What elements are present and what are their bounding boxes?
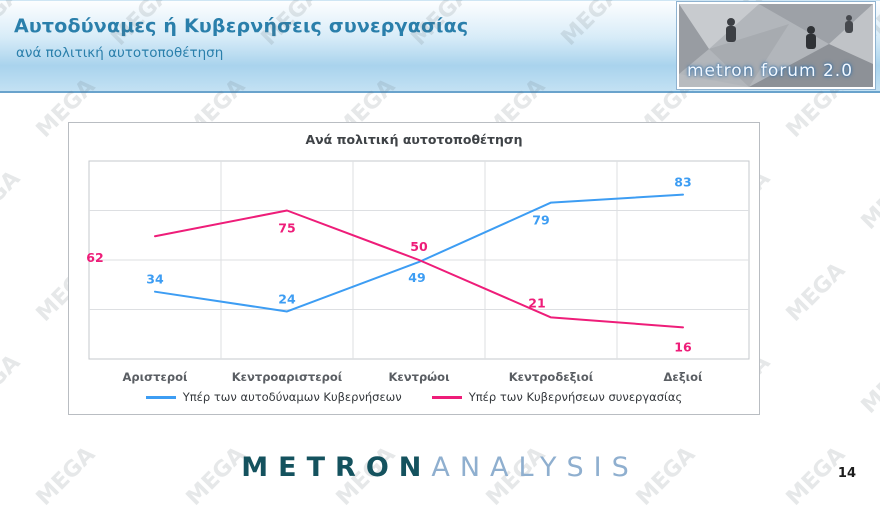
logo-photo-mosaic bbox=[679, 4, 873, 87]
watermark-text: MEGA bbox=[856, 350, 880, 419]
watermark-text: MEGA bbox=[0, 166, 26, 235]
data-label: 24 bbox=[278, 291, 296, 306]
legend-item: Υπέρ των αυτοδύναμων Κυβερνήσεων bbox=[145, 390, 402, 404]
page-title: Αυτοδύναμες ή Κυβερνήσεις συνεργασίας bbox=[14, 15, 469, 37]
metron-forum-logo: metron forum 2.0 bbox=[677, 2, 875, 89]
series-line-1 bbox=[154, 209, 684, 329]
x-axis-label: Δεξιοί bbox=[664, 370, 703, 384]
page-subtitle: ανά πολιτική αυτοτοποθέτηση bbox=[16, 45, 224, 61]
x-axis-label: Αριστεροί bbox=[123, 370, 188, 384]
data-label: 16 bbox=[674, 339, 692, 354]
x-axis-label: Κεντροδεξιοί bbox=[509, 370, 594, 384]
legend-item: Υπέρ των Κυβερνήσεων συνεργασίας bbox=[431, 390, 683, 404]
series-line-0 bbox=[154, 193, 684, 313]
chart-card: Ανά πολιτική αυτοτοποθέτηση 34 24 49 79 83 62… bbox=[68, 122, 760, 415]
watermark-text: MEGA bbox=[856, 166, 880, 235]
chart-legend: Υπέρ των αυτοδύναμων Κυβερνήσεων Υπέρ των… bbox=[69, 390, 759, 404]
logo-text: metron forum 2.0 bbox=[687, 61, 854, 81]
data-label: 79 bbox=[532, 213, 549, 228]
legend-label: Υπέρ των αυτοδύναμων Κυβερνήσεων bbox=[182, 390, 402, 404]
data-label: 21 bbox=[528, 295, 545, 310]
legend-swatch bbox=[431, 395, 462, 399]
brand-primary: METRON bbox=[241, 452, 432, 483]
chart-title: Ανά πολιτική αυτοτοποθέτηση bbox=[305, 132, 523, 147]
data-label: 83 bbox=[674, 175, 691, 190]
data-label: 34 bbox=[146, 272, 164, 287]
watermark-text: MEGA bbox=[781, 258, 851, 327]
page-number: 14 bbox=[837, 466, 856, 481]
brand-secondary: ANALYSIS bbox=[431, 452, 639, 483]
data-label: 49 bbox=[408, 270, 425, 285]
legend-label: Υπέρ των Κυβερνήσεων συνεργασίας bbox=[468, 390, 683, 404]
data-label: 50 bbox=[410, 239, 428, 254]
x-axis-label: Κεντρώοι bbox=[388, 370, 449, 384]
metron-analysis-wordmark: METRONANALYSIS bbox=[0, 452, 880, 483]
watermark-text: MEGA bbox=[0, 350, 26, 419]
data-label: 62 bbox=[86, 250, 103, 265]
data-label: 75 bbox=[278, 221, 295, 236]
legend-swatch bbox=[145, 395, 176, 399]
line-chart: 34 24 49 79 83 62 75 50 21 16 Αριστεροί Κεντροαριστ… bbox=[86, 160, 750, 384]
x-axis-label: Κεντροαριστεροί bbox=[232, 370, 343, 384]
